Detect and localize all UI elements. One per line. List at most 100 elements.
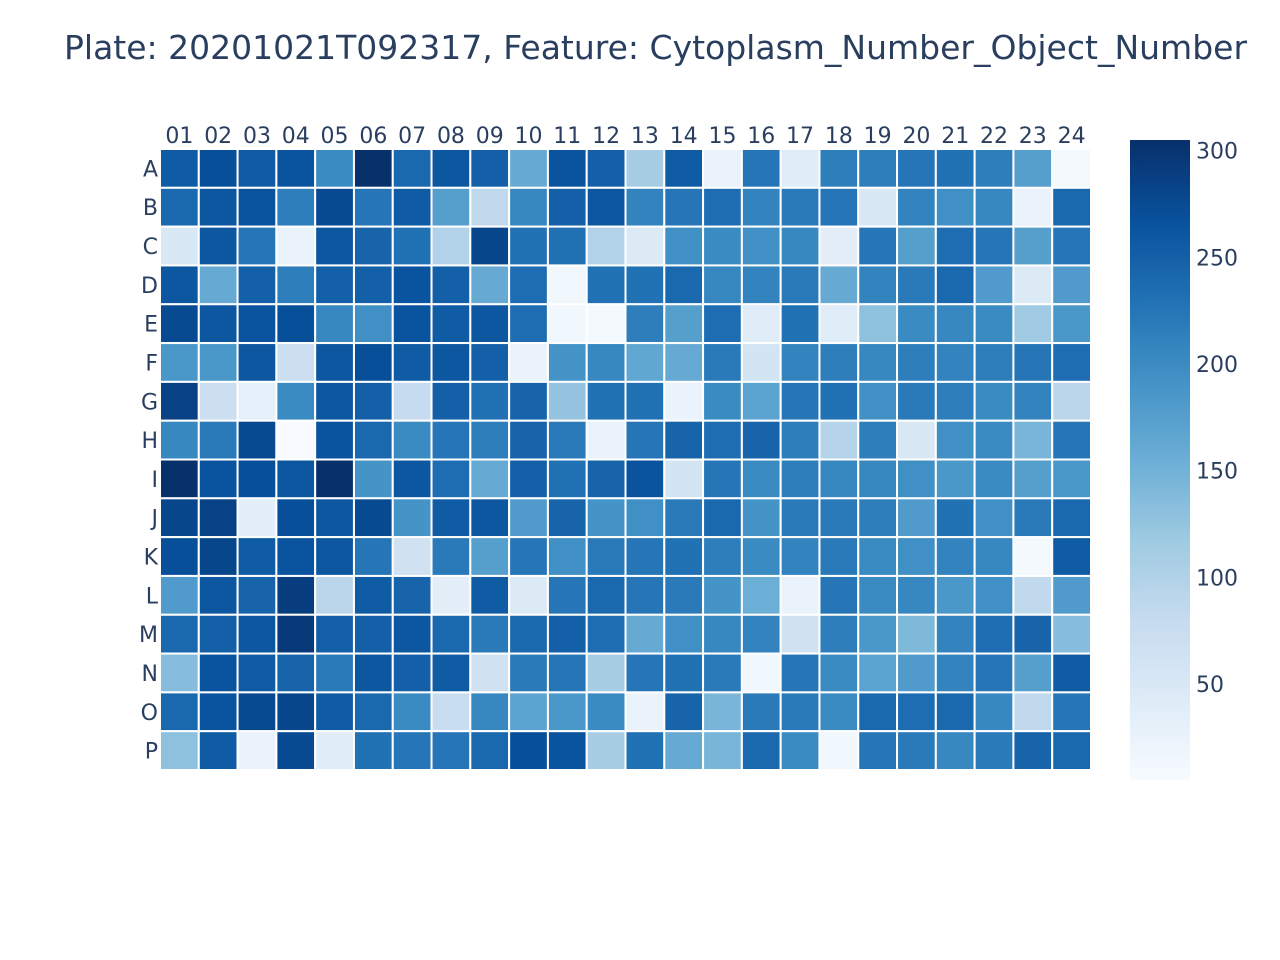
heatmap-cell-K11 [546, 536, 588, 577]
heatmap-cell-J18 [818, 497, 860, 539]
heatmap-cell-E08 [430, 303, 472, 345]
heatmap-cell-D24 [1051, 264, 1092, 306]
heatmap-cell-J16 [740, 497, 782, 539]
column-label: 02 [204, 124, 232, 149]
heatmap-cell-A15 [702, 148, 743, 189]
heatmap-cell-A03 [236, 148, 278, 189]
heatmap-cell-I21 [934, 458, 976, 500]
heatmap-cell-C01 [159, 225, 200, 267]
heatmap-cell-M05 [314, 613, 355, 655]
column-label: 01 [165, 124, 193, 149]
heatmap-cell-E12 [585, 303, 627, 345]
heatmap-cell-C12 [585, 225, 627, 267]
heatmap-cell-D21 [934, 264, 976, 306]
heatmap-cell-F22 [973, 342, 1015, 383]
heatmap-cell-J24 [1051, 497, 1092, 539]
heatmap-cell-I08 [430, 458, 472, 500]
heatmap-cell-J05 [314, 497, 355, 539]
heatmap-cell-N03 [236, 652, 278, 694]
heatmap-cell-P21 [934, 730, 976, 772]
heatmap-cell-C08 [430, 225, 472, 267]
colorbar-ticks: 50 100 150 200 250 300 [1196, 140, 1238, 698]
row-label: J [150, 507, 159, 532]
heatmap-cell-E13 [624, 303, 666, 345]
column-label: 16 [747, 124, 775, 149]
heatmap-cell-N15 [702, 652, 743, 694]
heatmap-cell-J14 [663, 497, 705, 539]
heatmap-cell-B12 [585, 186, 627, 228]
heatmap-cell-N09 [469, 652, 511, 694]
heatmap-cell-B21 [934, 186, 976, 228]
heatmap-cell-N12 [585, 652, 627, 694]
heatmap-cell-G19 [857, 380, 899, 422]
heatmap-cell-M09 [469, 613, 511, 655]
heatmap-cell-N16 [740, 652, 782, 694]
heatmap-cell-H04 [275, 419, 317, 461]
heatmap-cell-D11 [546, 264, 588, 306]
heatmap-cell-O20 [896, 691, 937, 733]
heatmap-cell-N11 [546, 652, 588, 694]
heatmap-cell-K03 [236, 536, 278, 577]
heatmap-cell-J01 [159, 497, 200, 539]
heatmap-cell-D22 [973, 264, 1015, 306]
heatmap-cell-O07 [391, 691, 433, 733]
column-label: 07 [398, 124, 426, 149]
heatmap-cell-G06 [352, 380, 394, 422]
heatmap-cell-B01 [159, 186, 200, 228]
heatmap-cell-P12 [585, 730, 627, 772]
heatmap-cell-E09 [469, 303, 511, 345]
heatmap-cell-H20 [896, 419, 937, 461]
heatmap-cell-P20 [896, 730, 937, 772]
heatmap-cell-P17 [779, 730, 821, 772]
heatmap-cell-C23 [1012, 225, 1054, 267]
heatmap-cell-E23 [1012, 303, 1054, 345]
heatmap-cell-N19 [857, 652, 899, 694]
heatmap-cell-A01 [159, 148, 200, 189]
heatmap-cell-G12 [585, 380, 627, 422]
heatmap-cell-P15 [702, 730, 743, 772]
heatmap-cell-I03 [236, 458, 278, 500]
column-label: 06 [359, 124, 387, 149]
heatmap-cell-A24 [1051, 148, 1092, 189]
row-label: C [143, 235, 158, 260]
heatmap-cell-I14 [663, 458, 705, 500]
heatmap-cell-P07 [391, 730, 433, 772]
column-label: 18 [825, 124, 853, 149]
heatmap-cell-I16 [740, 458, 782, 500]
column-label: 09 [476, 124, 504, 149]
heatmap-cell-K16 [740, 536, 782, 577]
heatmap-cell-D20 [896, 264, 937, 306]
heatmap-cell-P08 [430, 730, 472, 772]
row-label: K [144, 546, 159, 571]
heatmap-cell-B14 [663, 186, 705, 228]
heatmap-cell-I20 [896, 458, 937, 500]
heatmap-cell-O11 [546, 691, 588, 733]
heatmap-cell-H17 [779, 419, 821, 461]
heatmap-cell-L02 [197, 574, 239, 616]
heatmap-cell-M17 [779, 613, 821, 655]
heatmap-cell-H14 [663, 419, 705, 461]
heatmap-cell-A16 [740, 148, 782, 189]
heatmap-cell-F20 [896, 342, 937, 383]
heatmap-cell-D12 [585, 264, 627, 306]
heatmap-cell-J04 [275, 497, 317, 539]
heatmap-cell-O23 [1012, 691, 1054, 733]
heatmap-cell-B13 [624, 186, 666, 228]
heatmap-cell-B03 [236, 186, 278, 228]
heatmap-cell-F24 [1051, 342, 1092, 383]
heatmap-cell-B06 [352, 186, 394, 228]
row-label: I [152, 468, 159, 493]
heatmap-cell-A19 [857, 148, 899, 189]
heatmap-cell-F07 [391, 342, 433, 383]
heatmap-cell-M13 [624, 613, 666, 655]
heatmap-cell-I22 [973, 458, 1015, 500]
heatmap-cell-C19 [857, 225, 899, 267]
column-label: 15 [708, 124, 736, 149]
heatmap-cell-E02 [197, 303, 239, 345]
heatmap-cell-I13 [624, 458, 666, 500]
heatmap-cell-O24 [1051, 691, 1092, 733]
heatmap-cell-M02 [197, 613, 239, 655]
colorbar-tick-label: 300 [1196, 140, 1238, 165]
heatmap-cell-L21 [934, 574, 976, 616]
heatmap-cell-A13 [624, 148, 666, 189]
